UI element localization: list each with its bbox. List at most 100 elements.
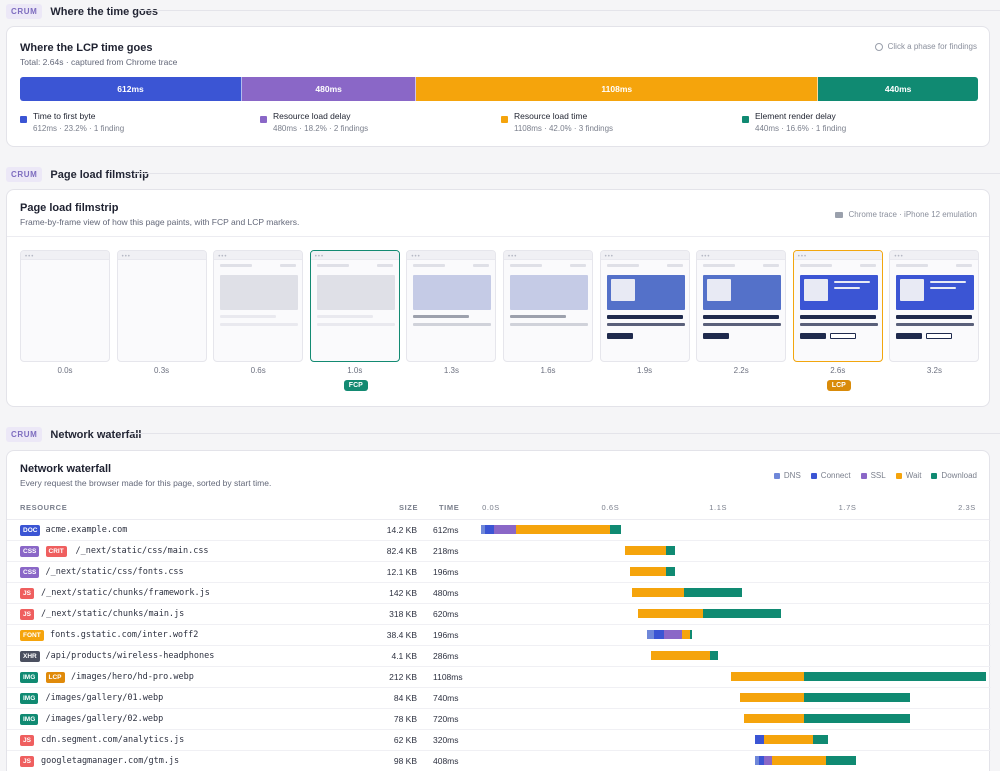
resource-name[interactable]: /images/gallery/02.webp <box>45 714 164 724</box>
resource-name[interactable]: /images/hero/hd-pro.webp <box>71 672 194 682</box>
timing-bar-connect[interactable] <box>754 735 764 744</box>
timing-bar-wait[interactable] <box>744 714 805 723</box>
frame-window-dots: ••• <box>411 254 421 260</box>
column-header-time[interactable]: TIME <box>439 503 460 512</box>
filmstrip-frame[interactable]: ••• <box>503 250 593 362</box>
timing-bar-connect[interactable] <box>653 630 665 639</box>
lcp-phase-segment[interactable]: 480ms <box>242 77 417 101</box>
filmstrip-frame[interactable]: ••• <box>116 250 207 362</box>
resource-name[interactable]: googletagmanager.com/gtm.js <box>41 756 180 766</box>
frame-window-dots: ••• <box>314 254 325 260</box>
section-divider <box>134 173 1000 174</box>
frame-nav-left <box>316 264 349 267</box>
timing-bar-wait[interactable] <box>651 651 710 660</box>
timing-bar-wait[interactable] <box>739 693 805 702</box>
timing-bar-wait[interactable] <box>772 756 827 765</box>
timing-bar-connect[interactable] <box>485 525 494 534</box>
timing-bar-wait[interactable] <box>763 735 814 744</box>
timing-bar-download[interactable] <box>813 735 829 744</box>
frame-nav-right <box>763 264 780 267</box>
timing-bar-wait[interactable] <box>631 588 684 597</box>
frame-window-dots: ••• <box>797 254 808 260</box>
frame-button <box>799 333 826 339</box>
filmstrip-frame[interactable]: ••• <box>599 250 690 362</box>
timing-bar-ssl[interactable] <box>664 630 682 639</box>
frame-timestamp: 1.6s <box>540 366 556 375</box>
timing-bar-connect[interactable] <box>759 756 764 765</box>
timing-bar-download[interactable] <box>610 525 622 534</box>
frame-browser-bar <box>214 251 303 260</box>
resource-type-badge: CSS <box>20 546 40 557</box>
resource-name[interactable]: /_next/static/css/fonts.css <box>45 567 184 577</box>
timing-bar-ssl[interactable] <box>763 756 773 765</box>
resource-time: 480ms <box>433 588 459 598</box>
filmstrip-frame[interactable]: ••• <box>696 250 787 362</box>
timing-bar-wait[interactable] <box>681 630 691 639</box>
legend-swatch <box>501 116 508 123</box>
timing-bar-wait[interactable] <box>625 546 667 555</box>
timing-bar-wait[interactable] <box>515 525 611 534</box>
resource-name[interactable]: /_next/static/chunks/main.js <box>41 609 185 619</box>
timing-bar-wait[interactable] <box>629 567 667 576</box>
timing-bar-wait[interactable] <box>731 672 805 681</box>
resource-name[interactable]: /api/products/wireless-headphones <box>45 651 215 661</box>
timing-bar-ssl[interactable] <box>493 525 516 534</box>
timing-bar-download[interactable] <box>666 546 676 555</box>
lcp-phase-segment[interactable]: 612ms <box>20 77 243 101</box>
frame-browser-bar <box>793 251 882 260</box>
column-header-size[interactable]: SIZE <box>399 503 419 512</box>
resource-name[interactable]: fonts.gstatic.com/inter.woff2 <box>50 630 199 640</box>
resource-name[interactable]: /images/gallery/01.webp <box>45 693 164 703</box>
crum-badge: CRUM <box>6 167 43 182</box>
lcp-phase-segment[interactable]: 1108ms <box>416 77 819 101</box>
timing-bar-dns[interactable] <box>647 630 654 639</box>
waterfall-row[interactable]: JS /_next/static/chunks/main.js 318 KB 620m… <box>7 604 991 625</box>
waterfall-row[interactable]: XHR/api/products/wireless-headphones 4.1 … <box>7 646 991 667</box>
timing-bar-download[interactable] <box>804 714 911 723</box>
timing-bar-download[interactable] <box>703 609 781 618</box>
waterfall-row[interactable]: CSS CRIT /_next/static/css/main.css 82.4 KB… <box>7 541 991 562</box>
timing-bar-download[interactable] <box>709 651 719 660</box>
resource-name[interactable]: acme.example.com <box>45 525 128 535</box>
resource-name[interactable]: cdn.segment.com/analytics.js <box>41 735 185 745</box>
filmstrip-frame[interactable]: ••• <box>20 250 110 362</box>
timing-bar-dns[interactable] <box>481 525 486 534</box>
waterfall-row[interactable]: IMG LCP/images/hero/hd-pro.webp 212 KB 1108… <box>7 667 991 688</box>
waterfall-row[interactable]: IMG/images/gallery/01.webp 84 KB 740ms <box>7 688 991 709</box>
resource-size: 14.2 KB <box>386 525 417 535</box>
card-title: Page load filmstrip <box>20 202 119 214</box>
frame-browser-bar <box>21 251 109 260</box>
waterfall-row[interactable]: JS googletagmanager.com/gtm.js 98 KB 408ms <box>7 751 991 771</box>
timing-bar-wait[interactable] <box>638 609 704 618</box>
frame-button-outline <box>829 333 856 339</box>
waterfall-row[interactable]: IMG/images/gallery/02.webp 78 KB 720ms <box>7 709 991 730</box>
resource-size: 78 KB <box>393 714 417 724</box>
timing-bar-download[interactable] <box>804 672 986 681</box>
timing-bar-download[interactable] <box>804 693 911 702</box>
resource-type-badge: IMG <box>20 693 39 704</box>
waterfall-row[interactable]: DOC acme.example.com 14.2 KB 612ms <box>7 520 991 541</box>
filmstrip-frame[interactable]: ••• <box>792 250 883 362</box>
filmstrip-frame[interactable]: ••• <box>889 250 980 362</box>
timing-bar-download[interactable] <box>666 567 676 576</box>
frame-timestamp: 0.6s <box>250 366 266 375</box>
timing-bar-dns[interactable] <box>754 756 760 765</box>
resource-size: 98 KB <box>393 756 417 766</box>
column-header-resource[interactable]: RESOURCE <box>20 503 68 512</box>
waterfall-row[interactable]: FONT fonts.gstatic.com/inter.woff2 38.4 KB… <box>7 625 991 646</box>
timing-bar-download[interactable] <box>690 630 693 639</box>
frame-button <box>703 333 730 339</box>
waterfall-row[interactable]: CSS /_next/static/css/fonts.css 12.1 KB 196… <box>7 562 991 583</box>
timing-bar-download[interactable] <box>826 756 857 765</box>
timing-bar-download[interactable] <box>683 588 742 597</box>
resource-name[interactable]: /_next/static/css/main.css <box>75 546 209 556</box>
resource-name[interactable]: /_next/static/chunks/framework.js <box>41 588 210 598</box>
lcp-phase-segment[interactable]: 440ms <box>818 77 978 101</box>
frame-text-line <box>220 323 299 326</box>
filmstrip-frame[interactable]: ••• <box>406 250 497 362</box>
waterfall-row[interactable]: JS cdn.segment.com/analytics.js 62 KB 320ms <box>7 730 991 751</box>
waterfall-row[interactable]: JS /_next/static/chunks/framework.js 142 K… <box>7 583 991 604</box>
frame-browser-bar <box>504 251 592 260</box>
filmstrip-frame[interactable]: ••• <box>213 250 304 362</box>
filmstrip-frame[interactable]: ••• <box>309 250 400 362</box>
